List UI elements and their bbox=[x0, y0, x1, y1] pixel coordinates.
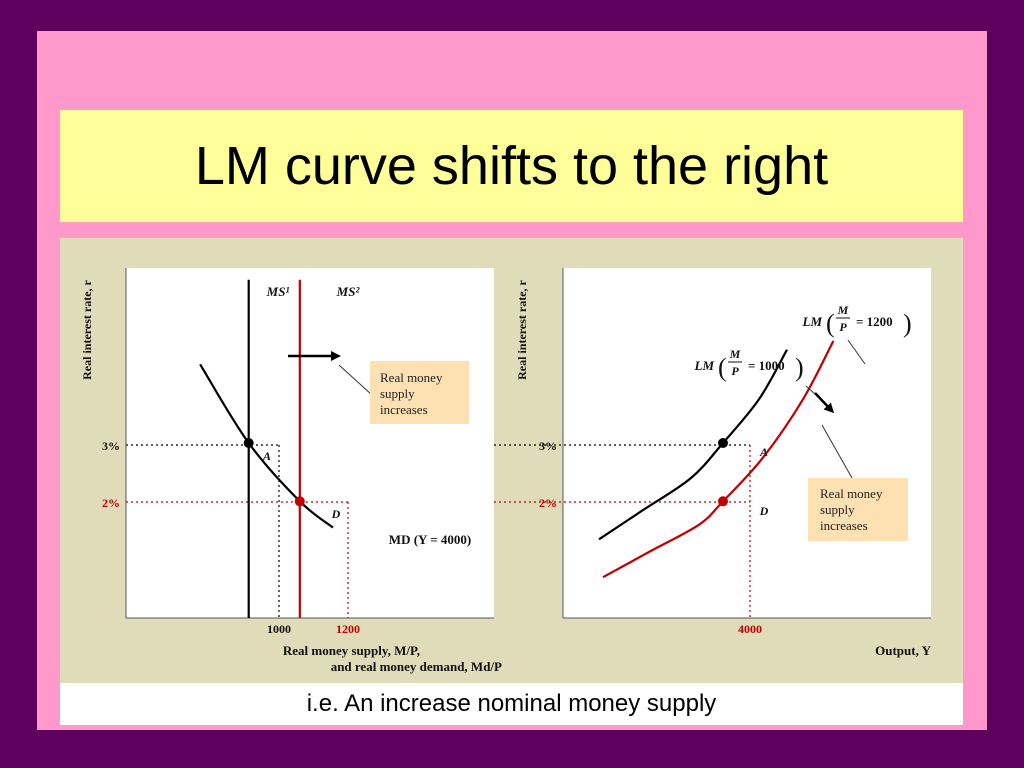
right-annotation-line-2: supply bbox=[820, 502, 855, 517]
left-annotation-line-1: Real money bbox=[380, 370, 443, 385]
lm1-label-lm: LM bbox=[694, 358, 715, 373]
md-label: MD (Y = 4000) bbox=[389, 532, 471, 547]
right-point-d-label: D bbox=[759, 504, 769, 518]
left-plot-area bbox=[126, 268, 494, 618]
left-point-d-label: D bbox=[331, 507, 341, 521]
right-point-a-label: A bbox=[759, 445, 768, 459]
left-annotation-line-2: supply bbox=[380, 386, 415, 401]
lm2-label-lm: LM bbox=[802, 314, 823, 329]
lm1-label-p: P bbox=[731, 364, 739, 378]
lm2-label-leader bbox=[847, 339, 866, 365]
caption-box: i.e. An increase nominal money supply bbox=[60, 683, 963, 725]
lm1-label-m: M bbox=[729, 347, 741, 361]
left-point-a bbox=[243, 438, 254, 448]
lm-chart: Real interest rate, r 3% 2% 4000 Output,… bbox=[494, 268, 932, 658]
slide-caption: i.e. An increase nominal money supply bbox=[306, 690, 717, 717]
left-y-tick-2: 2% bbox=[102, 496, 120, 510]
lm1-label: LM ( M P = 1000 ) bbox=[694, 347, 804, 382]
left-x-tick-1200: 1200 bbox=[336, 622, 360, 636]
right-point-a bbox=[718, 438, 728, 448]
title-box: LM curve shifts to the right bbox=[60, 110, 963, 222]
right-x-tick-4000: 4000 bbox=[738, 622, 762, 636]
left-x-axis-label-1: Real money supply, M/P, bbox=[283, 643, 420, 658]
left-annotation-leader bbox=[338, 364, 373, 396]
md-curve bbox=[199, 363, 334, 529]
right-point-d bbox=[718, 496, 728, 507]
left-annotation-line-3: increases bbox=[380, 402, 428, 417]
lm1-curve bbox=[598, 349, 788, 541]
lm1-label-open-paren: ( bbox=[718, 353, 727, 382]
right-annotation-line-3: increases bbox=[820, 518, 868, 533]
right-plot-area bbox=[563, 268, 931, 618]
slide-title: LM curve shifts to the right bbox=[194, 136, 829, 196]
left-annotation-box bbox=[370, 361, 469, 424]
left-point-a-label: A bbox=[262, 449, 271, 463]
left-y-axis-label: Real interest rate, r bbox=[80, 279, 94, 379]
lm2-label-open-paren: ( bbox=[826, 309, 835, 338]
left-y-tick-3: 3% bbox=[102, 439, 120, 453]
lm1-label-value: = 1000 bbox=[748, 358, 785, 373]
lm2-label: LM ( M P = 1200 ) bbox=[802, 303, 912, 338]
right-annotation-line-1: Real money bbox=[820, 486, 883, 501]
lm1-label-close-paren: ) bbox=[795, 353, 804, 382]
ms2-label: MS² bbox=[336, 284, 361, 299]
right-x-axis-label: Output, Y bbox=[875, 643, 931, 658]
lm2-label-m: M bbox=[837, 303, 849, 317]
right-annotation-box bbox=[808, 478, 908, 541]
left-point-d bbox=[294, 496, 305, 507]
right-y-tick-3: 3% bbox=[539, 439, 557, 453]
left-x-tick-1000: 1000 bbox=[267, 622, 291, 636]
right-y-axis-label: Real interest rate, r bbox=[515, 279, 529, 379]
shift-right-arrow-right bbox=[814, 392, 835, 414]
left-x-axis-label-2: and real money demand, Md/P bbox=[331, 659, 502, 674]
lm2-label-p: P bbox=[839, 320, 847, 334]
lm2-label-close-paren: ) bbox=[903, 309, 912, 338]
money-market-chart: Real interest rate, r 3% 2% 1000 1200 Re… bbox=[80, 268, 502, 674]
right-y-tick-2: 2% bbox=[539, 496, 557, 510]
ms1-label: MS¹ bbox=[266, 284, 290, 299]
right-annotation-leader bbox=[821, 424, 853, 479]
lm2-label-value: = 1200 bbox=[856, 314, 893, 329]
